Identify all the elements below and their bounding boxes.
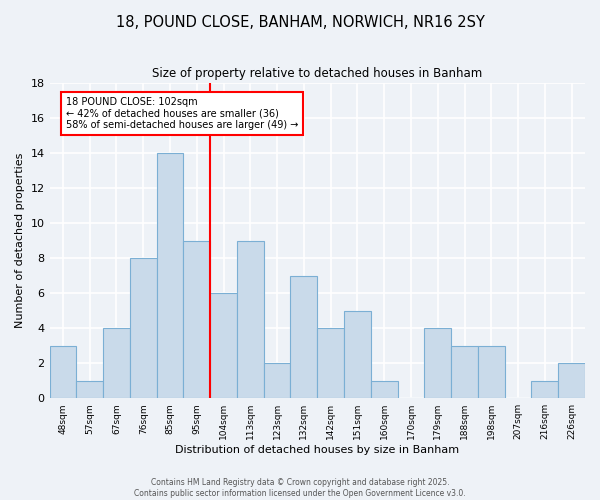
Bar <box>317 328 344 398</box>
Bar <box>50 346 76 398</box>
Bar <box>264 363 290 398</box>
Bar <box>76 380 103 398</box>
Bar <box>371 380 398 398</box>
Bar <box>344 310 371 398</box>
Bar <box>478 346 505 398</box>
Bar <box>210 293 237 398</box>
Bar <box>157 153 184 398</box>
Text: 18, POUND CLOSE, BANHAM, NORWICH, NR16 2SY: 18, POUND CLOSE, BANHAM, NORWICH, NR16 2… <box>116 15 484 30</box>
Bar <box>290 276 317 398</box>
Text: 18 POUND CLOSE: 102sqm
← 42% of detached houses are smaller (36)
58% of semi-det: 18 POUND CLOSE: 102sqm ← 42% of detached… <box>65 97 298 130</box>
X-axis label: Distribution of detached houses by size in Banham: Distribution of detached houses by size … <box>175 445 460 455</box>
Bar <box>558 363 585 398</box>
Bar <box>451 346 478 398</box>
Title: Size of property relative to detached houses in Banham: Size of property relative to detached ho… <box>152 68 482 80</box>
Bar <box>424 328 451 398</box>
Bar <box>184 240 210 398</box>
Bar <box>130 258 157 398</box>
Bar <box>237 240 264 398</box>
Bar <box>532 380 558 398</box>
Bar <box>103 328 130 398</box>
Y-axis label: Number of detached properties: Number of detached properties <box>15 153 25 328</box>
Text: Contains HM Land Registry data © Crown copyright and database right 2025.
Contai: Contains HM Land Registry data © Crown c… <box>134 478 466 498</box>
